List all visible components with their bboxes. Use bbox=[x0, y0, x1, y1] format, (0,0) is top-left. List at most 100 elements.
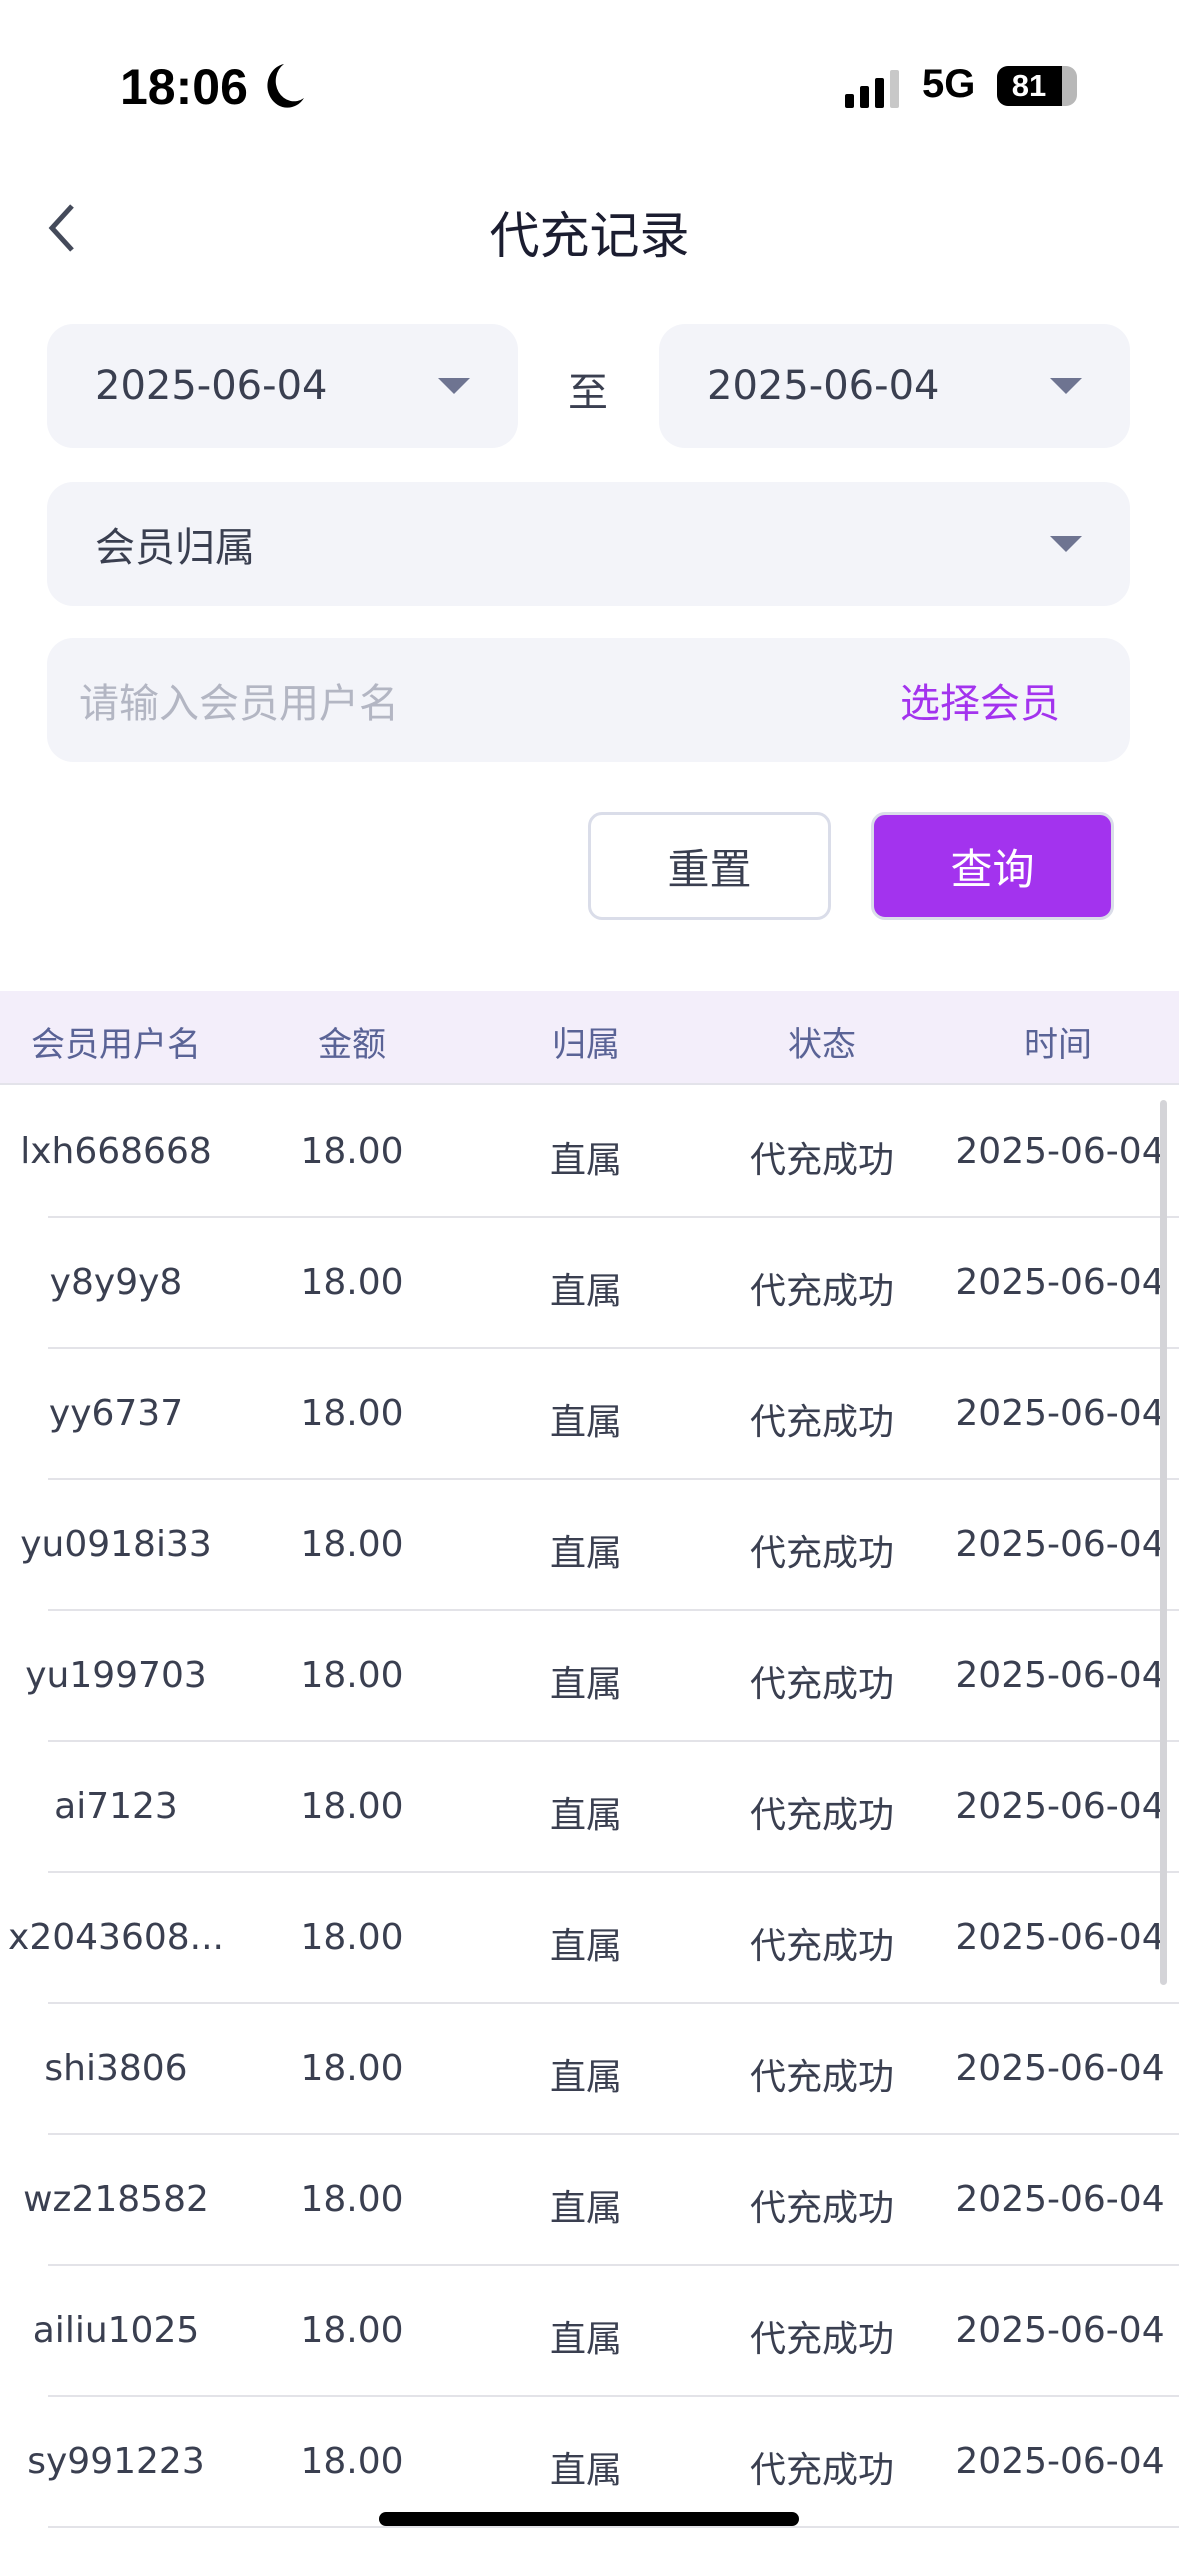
cell-amount: 18.00 bbox=[300, 1917, 404, 1958]
cell-status: 代充成功 bbox=[749, 2319, 895, 2360]
member-affiliation-select[interactable]: 会员归属 bbox=[47, 482, 1130, 606]
username-input[interactable]: 请输入会员用户名 选择会员 bbox=[47, 638, 1130, 762]
table-row[interactable]: yy6737 18.00 直属 代充成功 2025-06-04 bbox=[0, 1349, 1179, 1480]
cell-affiliation: 直属 bbox=[549, 2057, 623, 2098]
table-row[interactable]: yu199703 18.00 直属 代充成功 2025-06-04 bbox=[0, 1611, 1179, 1742]
cell-amount: 18.00 bbox=[300, 1393, 404, 1434]
cell-time: 2025-06-04 bbox=[955, 2441, 1165, 2482]
reset-button[interactable]: 重置 bbox=[588, 812, 831, 920]
cell-status: 代充成功 bbox=[749, 1795, 895, 1836]
caret-down-icon bbox=[1050, 536, 1082, 552]
scrollbar[interactable] bbox=[1160, 1100, 1167, 1985]
table-row[interactable]: ailiu1025 18.00 直属 代充成功 2025-06-04 bbox=[0, 2266, 1179, 2397]
cell-time: 2025-06-04 bbox=[955, 2310, 1165, 2351]
end-date-value: 2025-06-04 bbox=[707, 363, 940, 409]
cell-username: x2043608... bbox=[8, 1917, 224, 1958]
battery-level: 81 bbox=[1011, 68, 1047, 103]
cell-username: yy6737 bbox=[48, 1393, 184, 1434]
table-row[interactable]: shi3806 18.00 直属 代充成功 2025-06-04 bbox=[0, 2004, 1179, 2135]
caret-down-icon bbox=[438, 378, 470, 394]
cell-status: 代充成功 bbox=[749, 1271, 895, 1312]
cell-username: ai7123 bbox=[54, 1786, 178, 1827]
cell-time: 2025-06-04 bbox=[955, 1262, 1165, 1303]
table-row[interactable]: lxh668668 18.00 直属 代充成功 2025-06-04 bbox=[0, 1087, 1179, 1218]
table-row[interactable]: wz218582 18.00 直属 代充成功 2025-06-04 bbox=[0, 2135, 1179, 2266]
cell-status: 代充成功 bbox=[749, 2188, 895, 2229]
cell-time: 2025-06-04 bbox=[955, 1393, 1165, 1434]
start-date-value: 2025-06-04 bbox=[95, 363, 328, 409]
row-divider bbox=[48, 2264, 1179, 2266]
row-divider bbox=[48, 2395, 1179, 2397]
table-row[interactable]: x2043608... 18.00 直属 代充成功 2025-06-04 bbox=[0, 1873, 1179, 2004]
table-row[interactable]: y8y9y8 18.00 直属 代充成功 2025-06-04 bbox=[0, 1218, 1179, 1349]
cell-affiliation: 直属 bbox=[549, 1795, 623, 1836]
cell-amount: 18.00 bbox=[300, 1524, 404, 1565]
cell-username: sy991223 bbox=[27, 2441, 205, 2482]
cell-amount: 18.00 bbox=[300, 2310, 404, 2351]
home-indicator bbox=[379, 2512, 799, 2526]
cell-username: wz218582 bbox=[23, 2179, 209, 2220]
cell-affiliation: 直属 bbox=[549, 1140, 623, 1181]
cell-status: 代充成功 bbox=[749, 2450, 895, 2491]
cell-time: 2025-06-04 bbox=[955, 1655, 1165, 1696]
cell-status: 代充成功 bbox=[749, 1533, 895, 1574]
page-title: 代充记录 bbox=[489, 207, 690, 265]
to-label: 至 bbox=[568, 370, 608, 416]
cell-affiliation: 直属 bbox=[549, 1926, 623, 1967]
column-header-username: 会员用户名 bbox=[31, 1025, 201, 1065]
moon-icon bbox=[267, 64, 304, 108]
cell-amount: 18.00 bbox=[300, 1655, 404, 1696]
member-affiliation-value: 会员归属 bbox=[95, 525, 255, 571]
cell-status: 代充成功 bbox=[749, 2057, 895, 2098]
row-divider bbox=[48, 1871, 1179, 1873]
cell-amount: 18.00 bbox=[300, 1786, 404, 1827]
start-date-select[interactable]: 2025-06-04 bbox=[47, 324, 518, 448]
cell-status: 代充成功 bbox=[749, 1926, 895, 1967]
cell-affiliation: 直属 bbox=[549, 2450, 623, 2491]
cell-amount: 18.00 bbox=[300, 1131, 404, 1172]
cell-time: 2025-06-04 bbox=[955, 2048, 1165, 2089]
column-header-status: 状态 bbox=[788, 1025, 856, 1065]
table-row[interactable]: yu0918i33 18.00 直属 代充成功 2025-06-04 bbox=[0, 1480, 1179, 1611]
cell-status: 代充成功 bbox=[749, 1402, 895, 1443]
username-placeholder: 请输入会员用户名 bbox=[79, 681, 399, 727]
cell-time: 2025-06-04 bbox=[955, 2179, 1165, 2220]
cell-amount: 18.00 bbox=[300, 2441, 404, 2482]
row-divider bbox=[48, 1609, 1179, 1611]
table-row[interactable]: ai7123 18.00 直属 代充成功 2025-06-04 bbox=[0, 1742, 1179, 1873]
row-divider bbox=[48, 1216, 1179, 1218]
query-button[interactable]: 查询 bbox=[871, 812, 1114, 920]
cell-affiliation: 直属 bbox=[549, 1664, 623, 1705]
row-divider bbox=[48, 2133, 1179, 2135]
cell-username: ailiu1025 bbox=[32, 2310, 200, 2351]
cell-amount: 18.00 bbox=[300, 1262, 404, 1303]
row-divider bbox=[48, 1478, 1179, 1480]
cell-username: shi3806 bbox=[44, 2048, 188, 2089]
table-header: 会员用户名 金额 归属 状态 时间 bbox=[0, 991, 1179, 1085]
cell-affiliation: 直属 bbox=[549, 1402, 623, 1443]
cell-time: 2025-06-04 bbox=[955, 1524, 1165, 1565]
cell-amount: 18.00 bbox=[300, 2179, 404, 2220]
end-date-select[interactable]: 2025-06-04 bbox=[659, 324, 1130, 448]
network-label: 5G bbox=[922, 62, 976, 106]
cell-status: 代充成功 bbox=[749, 1140, 895, 1181]
cell-affiliation: 直属 bbox=[549, 1271, 623, 1312]
chevron-left-icon[interactable] bbox=[42, 200, 82, 256]
signal-icon bbox=[845, 70, 899, 108]
cell-username: yu0918i33 bbox=[20, 1524, 212, 1565]
cell-username: yu199703 bbox=[25, 1655, 207, 1696]
row-divider bbox=[48, 1347, 1179, 1349]
cell-username: lxh668668 bbox=[20, 1131, 212, 1172]
cell-username: y8y9y8 bbox=[49, 1262, 183, 1303]
row-divider bbox=[48, 2002, 1179, 2004]
row-divider bbox=[48, 1740, 1179, 1742]
status-time: 18:06 bbox=[120, 59, 248, 115]
row-divider bbox=[48, 2526, 1179, 2528]
column-header-time: 时间 bbox=[1024, 1025, 1092, 1065]
cell-status: 代充成功 bbox=[749, 1664, 895, 1705]
cell-amount: 18.00 bbox=[300, 2048, 404, 2089]
column-header-affiliation: 归属 bbox=[552, 1025, 620, 1065]
table-row[interactable]: sy991223 18.00 直属 代充成功 2025-06-04 bbox=[0, 2397, 1179, 2528]
select-member-button[interactable]: 选择会员 bbox=[900, 681, 1060, 727]
cell-time: 2025-06-04 bbox=[955, 1917, 1165, 1958]
